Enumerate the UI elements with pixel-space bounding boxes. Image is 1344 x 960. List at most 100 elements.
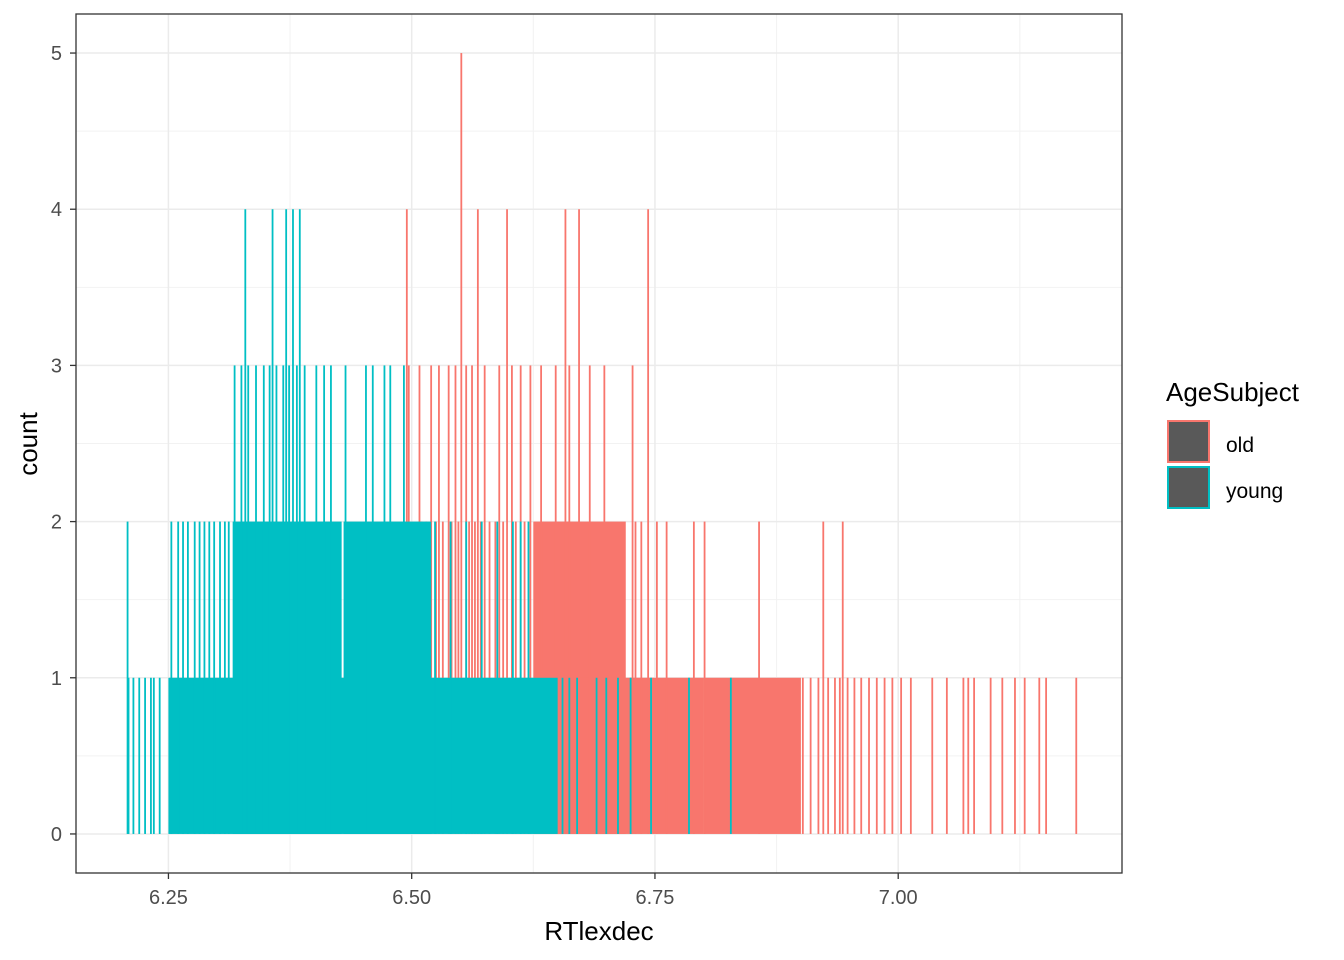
old-bar xyxy=(973,677,976,834)
legend-key-old xyxy=(1167,420,1210,463)
old-bar xyxy=(540,365,543,834)
y-tick-label: 3 xyxy=(51,355,62,377)
young-bar xyxy=(247,365,250,834)
young-bar xyxy=(255,365,257,834)
young-bar xyxy=(227,521,230,834)
old-bar xyxy=(438,365,440,834)
old-bar xyxy=(1045,677,1048,834)
young-bar xyxy=(158,677,161,834)
old-run-bar xyxy=(703,677,801,834)
young-bar xyxy=(617,677,619,834)
old-bar xyxy=(476,209,479,834)
old-bar xyxy=(655,521,658,834)
old-bar xyxy=(827,677,830,834)
young-bar xyxy=(295,365,298,834)
old-bar xyxy=(801,677,804,834)
old-bar xyxy=(891,677,894,834)
legend-label-old: old xyxy=(1226,434,1254,457)
x-axis-title: RTlexdec xyxy=(544,916,653,946)
old-bar xyxy=(875,677,878,834)
old-bar xyxy=(1023,677,1026,834)
young-bar xyxy=(244,209,247,834)
old-bar xyxy=(822,521,825,834)
young-bar xyxy=(449,521,452,834)
old-bar xyxy=(568,365,571,834)
young-bar xyxy=(465,521,468,834)
young-bar xyxy=(282,365,285,834)
young-bar xyxy=(233,365,236,834)
old-bar xyxy=(945,677,948,834)
old-bar xyxy=(834,677,836,834)
young-bar xyxy=(650,677,652,834)
old-bar xyxy=(817,677,820,834)
young-bar xyxy=(561,677,564,834)
young-bar xyxy=(144,677,146,834)
old-bar xyxy=(703,521,706,834)
young-bar xyxy=(434,521,436,834)
young-bar xyxy=(527,521,530,834)
legend-key-young xyxy=(1167,466,1210,509)
old-bar xyxy=(647,209,650,834)
young-bar xyxy=(152,677,155,834)
young-bar xyxy=(193,521,196,834)
old-bar xyxy=(931,677,934,834)
young-bar xyxy=(268,365,271,834)
old-bar xyxy=(498,365,501,834)
young-bar xyxy=(389,365,392,834)
old-bar xyxy=(909,677,912,834)
young-bar xyxy=(138,677,141,834)
old-bar xyxy=(1038,677,1041,834)
legend-title: AgeSubject xyxy=(1166,377,1300,407)
old-bar xyxy=(447,365,450,834)
young-bar xyxy=(150,677,152,834)
young-bar xyxy=(511,521,514,834)
young-bar xyxy=(480,521,483,834)
young-bar xyxy=(292,209,294,834)
old-bar xyxy=(989,677,992,834)
young-bar xyxy=(298,209,301,834)
young-bar xyxy=(203,521,206,834)
y-tick-label: 0 xyxy=(51,824,62,846)
young-bar xyxy=(182,521,184,834)
old-bar xyxy=(588,365,591,834)
old-bar xyxy=(692,521,695,834)
old-bar xyxy=(758,521,760,834)
young-bar xyxy=(219,521,221,834)
young-bar xyxy=(629,677,632,834)
young-bar xyxy=(275,365,278,834)
young-bar xyxy=(595,677,598,834)
x-tick-label: 7.00 xyxy=(879,887,918,909)
y-axis-ticks: 0 1 2 3 4 5 xyxy=(51,43,76,846)
old-bar xyxy=(564,209,567,834)
young-bar xyxy=(365,365,367,834)
old-bar xyxy=(554,365,557,834)
young-bar xyxy=(519,521,522,834)
young-bar xyxy=(729,677,732,834)
young-bar xyxy=(262,365,265,834)
young-run-bar xyxy=(343,521,432,834)
old-bar xyxy=(962,677,965,834)
young-bar xyxy=(371,365,374,834)
young-bar xyxy=(177,521,180,834)
old-bar xyxy=(900,677,903,834)
y-tick-label: 5 xyxy=(51,43,62,65)
old-bar xyxy=(1075,677,1078,834)
young-bar xyxy=(688,677,690,834)
young-bar xyxy=(223,521,226,834)
young-bar xyxy=(383,365,386,834)
old-bar xyxy=(603,365,606,834)
x-tick-label: 6.50 xyxy=(392,887,431,909)
old-bar xyxy=(529,365,532,834)
old-bar xyxy=(665,521,668,834)
young-bar xyxy=(303,365,306,834)
young-bar xyxy=(198,521,201,834)
young-bar xyxy=(315,365,318,834)
old-bar xyxy=(967,677,970,834)
x-tick-label: 6.25 xyxy=(149,887,188,909)
x-axis-ticks: 6.25 6.50 6.75 7.00 xyxy=(149,873,918,909)
young-bar xyxy=(126,521,129,834)
legend-label-young: young xyxy=(1226,480,1283,503)
young-bar xyxy=(403,365,405,834)
young-bar xyxy=(576,677,579,834)
